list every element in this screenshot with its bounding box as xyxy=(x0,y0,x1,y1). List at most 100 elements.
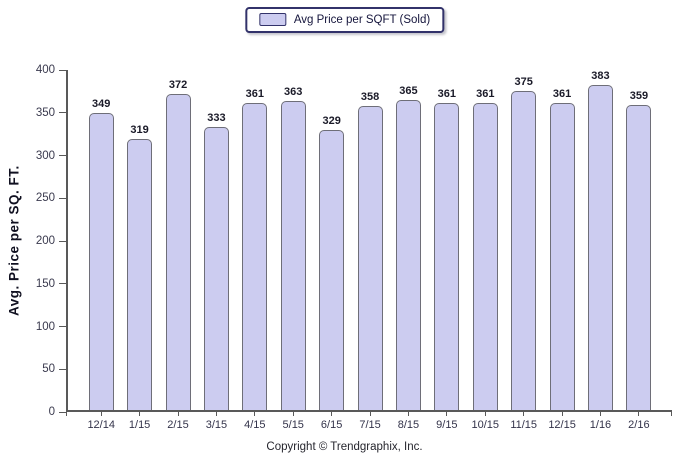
x-label-cell: 1/16 xyxy=(581,412,619,431)
x-label-cell: 7/15 xyxy=(351,412,389,431)
bar-group: 383 xyxy=(581,70,619,410)
bar xyxy=(357,105,383,410)
bar xyxy=(203,126,229,410)
y-tick-mark xyxy=(59,240,66,242)
y-tick-label: 50 xyxy=(42,363,55,376)
bar xyxy=(434,103,460,410)
x-label-cell: 1/15 xyxy=(120,412,158,431)
x-tick-label: 7/15 xyxy=(359,419,381,431)
y-tick: 200 xyxy=(36,235,66,247)
bar-group: 375 xyxy=(504,70,542,410)
y-tick-label: 300 xyxy=(35,149,55,162)
x-tick-mark xyxy=(446,412,448,416)
bar xyxy=(88,113,114,410)
y-tick: 0 xyxy=(49,406,66,418)
y-axis-title: Avg. Price per SQ. FT. xyxy=(6,165,22,317)
x-tick-mark xyxy=(177,412,179,416)
plot-area: 349 319 372 333 361 363 329 358 365 361 361 375 361 3… xyxy=(66,70,672,416)
bar-value-label: 365 xyxy=(399,84,418,97)
bar-group: 363 xyxy=(274,70,312,410)
bar xyxy=(165,93,191,410)
bar-group: 329 xyxy=(312,70,350,410)
y-tick-mark xyxy=(59,197,66,199)
bar-value-label: 361 xyxy=(552,88,572,101)
x-axis: 12/14 1/15 2/15 3/15 4/15 5/15 6/15 7/15 8/15 9/1… xyxy=(68,412,672,431)
x-label-cell: 9/15 xyxy=(428,412,466,431)
x-tick-label: 10/15 xyxy=(471,419,500,431)
y-tick-mark xyxy=(59,112,66,114)
x-tick-label: 12/15 xyxy=(548,419,576,431)
x-label-cell: 3/15 xyxy=(197,412,235,431)
x-tick-label: 4/15 xyxy=(244,419,266,431)
y-tick: 400 xyxy=(36,64,66,76)
x-tick-label: 12/14 xyxy=(87,419,115,431)
x-tick-label: 8/15 xyxy=(397,419,420,431)
x-label-cell: 2/16 xyxy=(620,412,658,431)
bar xyxy=(242,103,268,410)
y-tick: 150 xyxy=(36,278,66,290)
y-tick: 300 xyxy=(36,150,66,162)
x-tick-mark xyxy=(523,412,525,416)
bar-value-label: 359 xyxy=(629,89,649,102)
copyright-text: Copyright © Trendgraphix, Inc. xyxy=(266,441,423,453)
bar-value-label: 363 xyxy=(284,86,303,99)
bar-value-label: 349 xyxy=(92,98,111,111)
y-tick-mark xyxy=(59,411,66,413)
x-label-cell: 4/15 xyxy=(236,412,274,431)
x-tick-label: 2/15 xyxy=(167,419,189,431)
x-tick-label: 5/15 xyxy=(282,419,304,431)
bar-value-label: 361 xyxy=(437,88,457,101)
legend-label: Avg Price per SQFT (Sold) xyxy=(293,13,431,26)
y-tick-label: 350 xyxy=(35,106,55,119)
y-tick: 350 xyxy=(36,107,66,119)
bar-value-label: 361 xyxy=(476,88,495,101)
bar-group: 358 xyxy=(351,70,389,410)
bar-value-label: 372 xyxy=(168,78,188,91)
bar-group: 361 xyxy=(236,70,274,410)
x-tick-mark xyxy=(331,412,333,416)
y-tick-mark xyxy=(59,368,66,370)
bars: 349 319 372 333 361 363 329 358 365 361 361 375 361 3… xyxy=(68,70,672,410)
legend: Avg Price per SQFT (Sold) xyxy=(244,7,445,33)
y-tick-mark xyxy=(59,283,66,285)
x-tick-label: 9/15 xyxy=(436,419,458,431)
x-tick-label: 3/15 xyxy=(205,419,228,431)
bar-group: 333 xyxy=(197,70,235,410)
x-label-cell: 10/15 xyxy=(466,412,504,431)
bar xyxy=(472,103,498,410)
x-tick-label: 1/16 xyxy=(589,419,612,431)
bar-group: 372 xyxy=(159,70,197,410)
bar-group: 319 xyxy=(120,70,158,410)
bar xyxy=(319,130,345,410)
x-label-cell: 12/15 xyxy=(543,412,581,431)
x-label-cell: 5/15 xyxy=(274,412,312,431)
y-tick: 100 xyxy=(36,321,66,333)
x-tick-mark xyxy=(100,412,102,416)
y-tick-label: 200 xyxy=(35,235,55,247)
x-label-cell: 2/15 xyxy=(159,412,197,431)
x-tick-mark xyxy=(215,412,217,416)
x-tick-mark xyxy=(599,412,601,416)
bar-value-label: 361 xyxy=(245,88,264,101)
bar xyxy=(626,104,652,410)
y-tick-label: 100 xyxy=(35,320,55,333)
x-tick-mark xyxy=(254,412,256,416)
bar xyxy=(587,85,613,410)
bar-group: 365 xyxy=(389,70,427,410)
x-tick-mark xyxy=(292,412,294,416)
y-tick-label: 0 xyxy=(48,406,55,418)
legend-swatch xyxy=(258,13,286,26)
bar-value-label: 358 xyxy=(360,90,380,103)
x-tick-mark xyxy=(561,412,563,416)
bar xyxy=(511,91,537,410)
bar xyxy=(395,99,421,410)
x-tick-label: 11/15 xyxy=(510,419,538,431)
y-tick-mark xyxy=(59,155,66,156)
x-tick-mark xyxy=(407,412,409,416)
bar-value-label: 375 xyxy=(514,76,533,89)
bar-group: 361 xyxy=(428,70,466,410)
x-tick-mark xyxy=(369,412,371,416)
bar-value-label: 329 xyxy=(322,115,341,128)
bar xyxy=(127,138,153,410)
